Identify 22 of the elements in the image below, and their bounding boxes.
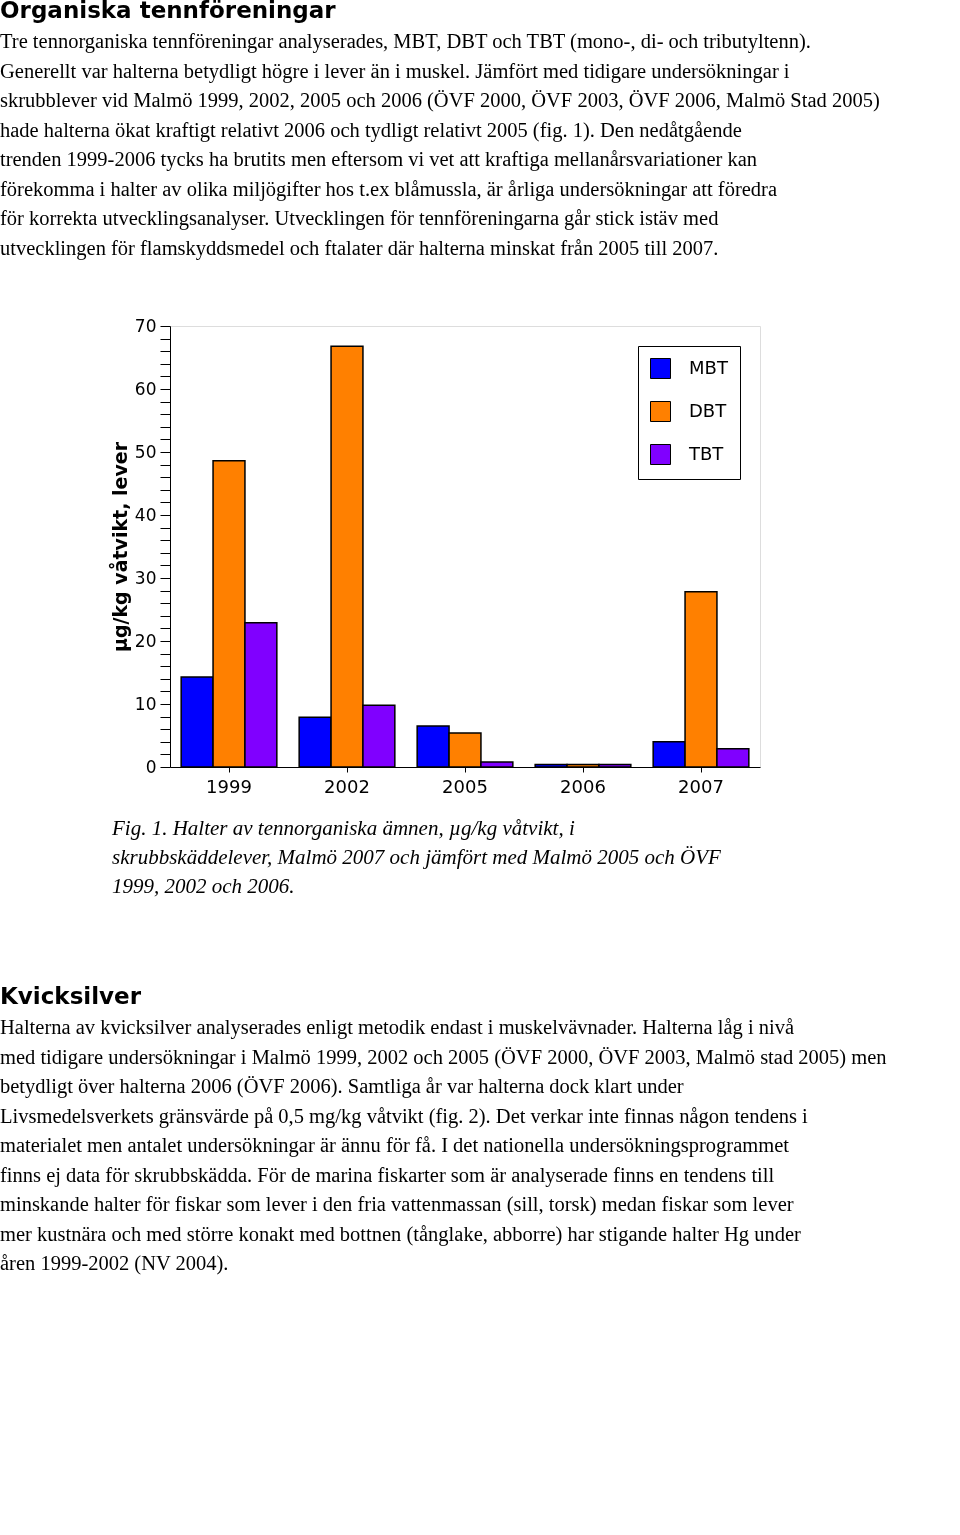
y-tick-label: 0 bbox=[145, 756, 157, 777]
y-tick-label: 60 bbox=[134, 378, 157, 399]
legend-label: MBT bbox=[689, 356, 729, 378]
y-tick-label: 40 bbox=[134, 504, 157, 525]
x-tick-label: 2002 bbox=[324, 775, 370, 797]
caption: Fig. 1. Halter av tennorganiska ämnen, µg/kg våtvikt, i skrubbskäddelever, Malmö 2007 och jämfört med Malmö 2005 och ÖVF 1999, 2002 och 2006. bbox=[111, 816, 722, 898]
x-tick-label: 2007 bbox=[678, 775, 724, 797]
y-tick-label: 30 bbox=[134, 567, 157, 588]
x-tick-label: 2005 bbox=[442, 775, 488, 797]
legend-label: TBT bbox=[688, 442, 725, 464]
text: Kvicksilver bbox=[0, 983, 142, 1009]
x-tick-label: 2006 bbox=[560, 775, 606, 797]
y-axis-title: µg/kg våtvikt, lever bbox=[107, 441, 131, 653]
y-tick-label: 20 bbox=[134, 630, 157, 651]
x-tick-label: 1999 bbox=[206, 775, 252, 797]
y-tick-label: 50 bbox=[134, 441, 157, 462]
y-tick-label: 70 bbox=[134, 315, 157, 336]
chart-title: Organiska tennföreningar bbox=[0, 0, 337, 23]
text: Halterna av kvicksilver analyserades enligt metodik endast i muskelvävnader. Halterna låg i nivå med tidigare undersökningar i Malmö 1999, 2002 och 2005 (ÖVF 2000, ÖVF 2003, Malmö stad 2005) men betydligt över halterna 2006 (ÖVF 2006). Samtliga år var halterna dock klart under Livsmedelsverkets gränsvärde på 0,5 mg/kg våtvikt (fig. 2). Det verkar inte finnas någon tendens i materialet men antalet undersökningar är ännu för få. I det nationella undersökningsprogrammet finns ej data för skrubbskädda. För de marina fiskarter som är analyserade finns en tendens till minskande halter för fiskar som lever i den fria vattenmassan (sill, torsk) medan fiskar som lever mer kustnära och med större konakt med bottnen (tånglake, abborre) har stigande halter Hg under åren 1999-2002 (NV 2004). bbox=[0, 1016, 887, 1274]
y-tick-label: 10 bbox=[134, 693, 157, 714]
legend-label: DBT bbox=[689, 399, 728, 421]
chart-subtitle: Tre tennorganiska tennföreningar analyserades, MBT, DBT och TBT (mono-, di- och tributyltenn). Generellt var halterna betydligt högre i lever än i muskel. Jämfört med tidigare undersökningar i skrubblever vid Malmö 1999, 2002, 2005 och 2006 (ÖVF 2000, ÖVF 2003, ÖVF 2006, Malmö Stad 2005) hade halterna ökat kraftigt relativt 2006 och tydligt relativt 2005 (fig. 1). Den nedåtgående trenden 1999-2006 tycks ha brutits men eftersom vi vet att kraftiga mellanårsvariationer kan förekomma i halter av olika miljögifter hos t.ex blåmussla, är årliga undersökningar att föredra för korrekta utvecklingsanalyser. Utvecklingen för tennföreningarna går stick istäv med utvecklingen för flamskyddsmedel och ftalater där halterna minskat från 2005 till 2007. bbox=[0, 30, 880, 260]
